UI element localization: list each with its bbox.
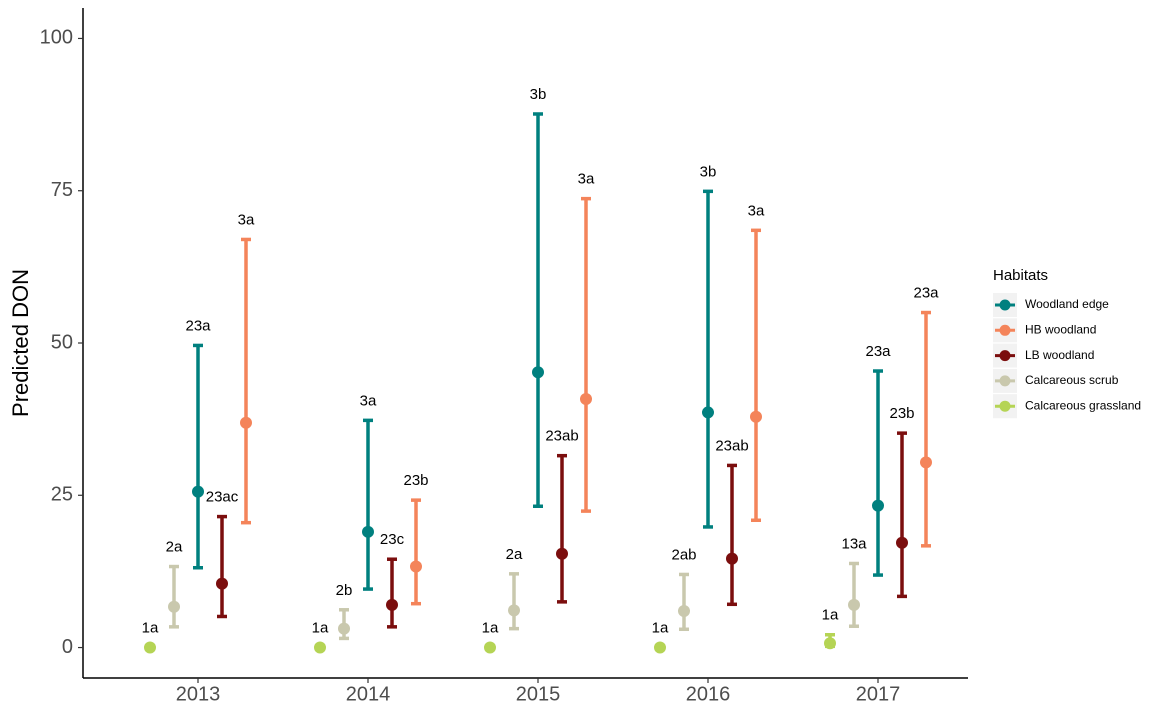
legend-key [999, 350, 1011, 362]
point-label: 23b [889, 405, 914, 422]
point-label: 23a [865, 343, 891, 360]
point-label: 2b [336, 582, 353, 599]
legend-title: Habitats [993, 267, 1048, 284]
point [702, 406, 714, 419]
point-label: 13a [841, 535, 867, 552]
point-label: 3a [748, 202, 765, 219]
legend-key [999, 299, 1011, 311]
point-label: 23b [403, 472, 428, 489]
legend-key [999, 400, 1011, 412]
point-label: 23c [380, 531, 405, 548]
legend-label: Woodland edge [1025, 297, 1109, 311]
legend-label: Calcareous grassland [1025, 398, 1141, 412]
error-bar [363, 418, 373, 591]
y-tick-label: 100 [40, 27, 73, 49]
point [338, 622, 350, 635]
y-tick-label: 50 [51, 331, 73, 353]
point-label: 2a [506, 546, 523, 563]
error-bar [557, 453, 567, 604]
point [824, 637, 836, 650]
error-bar [703, 189, 713, 529]
error-bar [169, 564, 179, 629]
error-bar [679, 572, 689, 632]
legend-label: HB woodland [1025, 322, 1096, 336]
error-bar [387, 557, 397, 629]
point-label: 23a [185, 317, 211, 334]
error-bar [241, 237, 251, 525]
point-label: 23ab [715, 437, 748, 454]
point-label: 1a [822, 607, 839, 624]
legend-label: Calcareous scrub [1025, 373, 1119, 387]
legend-label: LB woodland [1025, 348, 1094, 362]
point-label: 1a [142, 620, 159, 637]
point [508, 604, 520, 617]
point-label: 23ac [206, 489, 239, 506]
x-tick-label: 2013 [176, 683, 221, 705]
point [848, 598, 860, 611]
point [216, 577, 228, 590]
point [240, 416, 252, 429]
error-bar [921, 310, 931, 548]
point [654, 641, 666, 654]
point [144, 641, 156, 654]
legend-key [999, 324, 1011, 336]
x-tick-label: 2016 [686, 683, 731, 705]
legend-key [999, 375, 1011, 387]
point [192, 485, 204, 498]
point-label: 1a [652, 620, 669, 637]
point [556, 547, 568, 560]
error-bar [411, 498, 421, 606]
error-bar [873, 369, 883, 577]
point-label: 23ab [545, 428, 578, 445]
error-bar [727, 463, 737, 607]
point [872, 499, 884, 512]
point-label: 3a [578, 171, 595, 188]
point [532, 366, 544, 379]
point-label: 3a [238, 211, 255, 228]
point [168, 600, 180, 613]
point-label: 1a [482, 620, 499, 637]
error-bar [509, 572, 519, 631]
x-tick-label: 2014 [346, 683, 391, 705]
point [896, 536, 908, 549]
point-label: 2a [166, 539, 183, 556]
y-tick-label: 0 [62, 636, 73, 658]
point [920, 456, 932, 469]
point-label: 3b [700, 163, 717, 180]
point-label: 3b [530, 86, 547, 103]
y-tick-label: 25 [51, 484, 73, 506]
point [410, 560, 422, 573]
error-bar [849, 561, 859, 628]
point-label: 2ab [671, 546, 696, 563]
error-bar [751, 228, 761, 522]
x-tick-label: 2017 [856, 683, 901, 705]
point [362, 525, 374, 538]
error-bar [217, 514, 227, 619]
x-tick-label: 2015 [516, 683, 561, 705]
point [314, 641, 326, 654]
point [750, 410, 762, 423]
y-tick-label: 75 [51, 179, 73, 201]
error-bar [533, 112, 543, 508]
y-axis-title: Predicted DON [8, 269, 33, 417]
point [678, 605, 690, 617]
point-label: 1a [312, 620, 329, 637]
point-label: 23a [913, 285, 939, 302]
point [386, 598, 398, 611]
error-bar [897, 431, 907, 599]
point [726, 552, 738, 565]
point [484, 641, 496, 654]
error-bar [581, 196, 591, 513]
point-label: 3a [360, 392, 377, 409]
error-bar [193, 343, 203, 570]
point [580, 393, 592, 406]
